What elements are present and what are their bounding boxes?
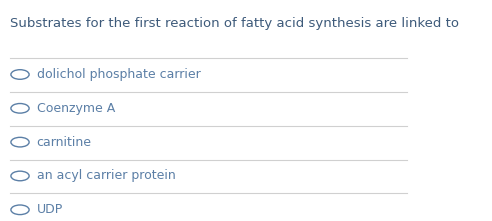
Text: dolichol phosphate carrier: dolichol phosphate carrier bbox=[36, 68, 200, 81]
Text: Substrates for the first reaction of fatty acid synthesis are linked to: Substrates for the first reaction of fat… bbox=[10, 17, 459, 30]
Text: Coenzyme A: Coenzyme A bbox=[36, 102, 115, 115]
Text: UDP: UDP bbox=[36, 203, 63, 216]
Text: carnitine: carnitine bbox=[36, 136, 92, 149]
Text: an acyl carrier protein: an acyl carrier protein bbox=[36, 170, 175, 183]
